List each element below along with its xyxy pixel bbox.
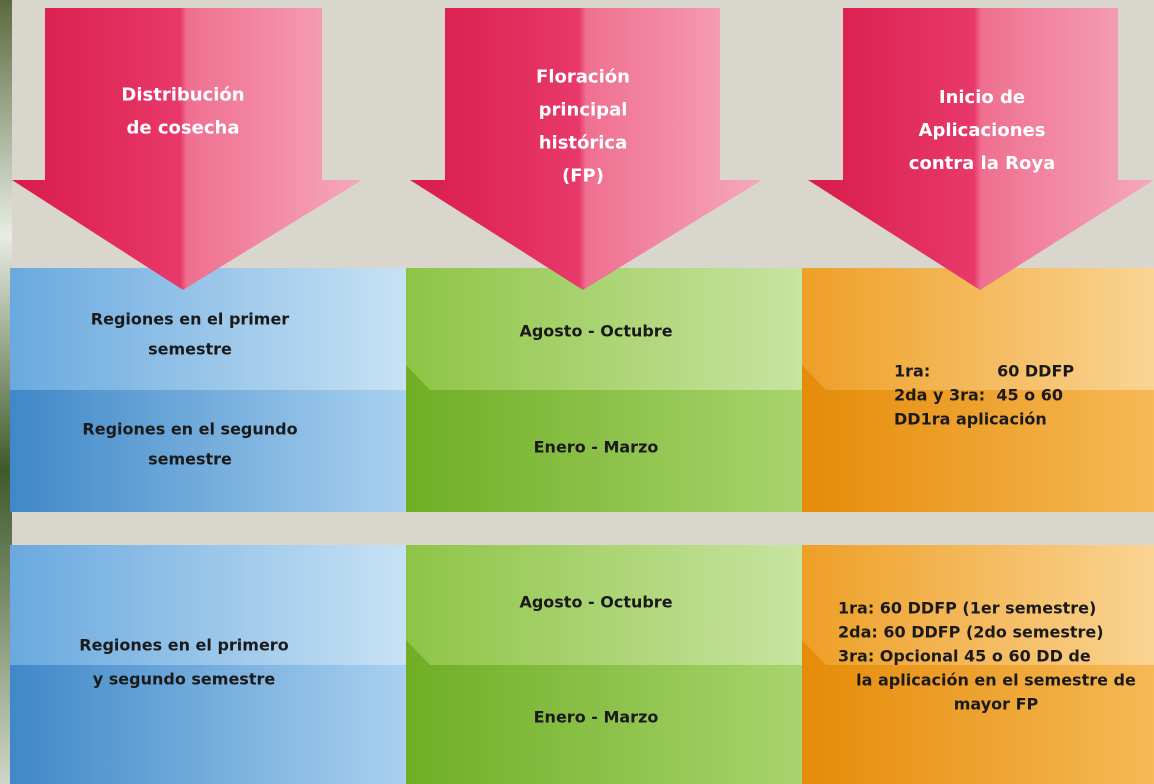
photo-strip bbox=[0, 0, 12, 784]
arrow bbox=[12, 8, 362, 290]
application-text: DD1ra aplicación bbox=[894, 410, 1047, 429]
green-top bbox=[406, 545, 826, 665]
header-text: Aplicaciones bbox=[919, 120, 1046, 141]
flowering-text: Enero - Marzo bbox=[534, 708, 659, 727]
region-text: Regiones en el primero bbox=[79, 636, 288, 655]
arrow bbox=[410, 8, 762, 290]
header-text: Distribución bbox=[121, 85, 244, 106]
header-text: de cosecha bbox=[127, 118, 240, 139]
region-text: semestre bbox=[148, 450, 232, 469]
flowering-text: Agosto - Octubre bbox=[519, 322, 672, 341]
header-text: histórica bbox=[539, 133, 628, 154]
blue-top bbox=[10, 268, 430, 390]
orange-top bbox=[802, 545, 1154, 665]
region-text: Regiones en el segundo bbox=[82, 420, 297, 439]
orange-top bbox=[802, 268, 1154, 390]
blue-top bbox=[10, 545, 430, 665]
application-text: 2da: 60 DDFP (2do semestre) bbox=[838, 623, 1104, 642]
flowering-text: Enero - Marzo bbox=[534, 438, 659, 457]
arrow bbox=[808, 8, 1154, 290]
application-text: 2da y 3ra: 45 o 60 bbox=[894, 386, 1063, 405]
region-text: semestre bbox=[148, 340, 232, 359]
header-text: contra la Roya bbox=[909, 153, 1055, 174]
application-text: 1ra: 60 DDFP (1er semestre) bbox=[838, 599, 1096, 618]
labels: Distribución de cosecha Floración principal… bbox=[79, 67, 1136, 727]
region-text: Regiones en el primer bbox=[91, 310, 290, 329]
region-text: y segundo semestre bbox=[93, 670, 276, 689]
header-text: (FP) bbox=[562, 166, 604, 187]
application-text: la aplicación en el semestre de bbox=[856, 671, 1136, 690]
header-text: Floración bbox=[536, 67, 630, 88]
application-text: 1ra: 60 DDFP bbox=[894, 362, 1074, 381]
application-text: mayor FP bbox=[954, 695, 1039, 714]
green-top bbox=[406, 268, 826, 390]
application-text: 3ra: Opcional 45 o 60 DD de bbox=[838, 647, 1091, 666]
flowering-text: Agosto - Octubre bbox=[519, 593, 672, 612]
header-text: principal bbox=[539, 100, 628, 121]
header-text: Inicio de bbox=[939, 87, 1025, 108]
